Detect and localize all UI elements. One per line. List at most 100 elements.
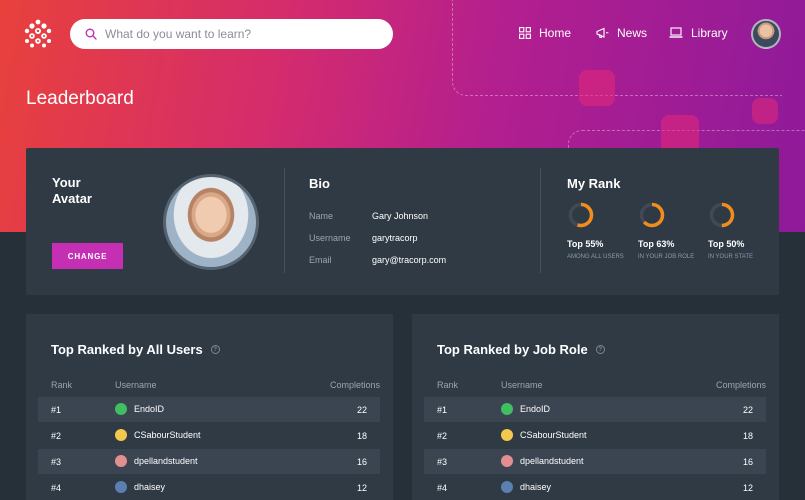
nav-news[interactable]: News [596, 26, 647, 40]
user-avatar-icon [115, 455, 127, 467]
row-username[interactable]: CSabourStudent [134, 430, 201, 440]
table-header: Rank Username Completions [437, 380, 766, 392]
bio-key: Username [309, 233, 351, 243]
board-title-text: Top Ranked by Job Role [437, 342, 588, 357]
rank-all-users: Top 55% AMONG ALL USERS [567, 202, 627, 261]
divider [540, 168, 541, 273]
user-avatar-icon [115, 429, 127, 441]
profile-avatar [163, 174, 259, 270]
divider [284, 168, 285, 273]
table-row[interactable]: #2 CSabourStudent 18 [424, 423, 766, 448]
search-bar[interactable] [70, 19, 393, 49]
header-completions: Completions [715, 380, 766, 390]
table-row[interactable]: #4 dhaisey 12 [38, 475, 380, 500]
search-icon [85, 28, 97, 40]
row-completions: 12 [356, 483, 367, 493]
rank-ring [709, 202, 735, 228]
ring-progress [709, 202, 735, 228]
row-username[interactable]: EndoID [134, 404, 165, 414]
row-completions: 16 [742, 457, 753, 467]
board-title: Top Ranked by Job Role ? [437, 342, 605, 357]
row-user: dhaisey [115, 481, 165, 493]
ring-progress [639, 202, 665, 228]
row-rank: #4 [51, 483, 62, 493]
ring-progress [568, 202, 594, 228]
rank-job-role: Top 63% IN YOUR JOB ROLE [638, 202, 698, 261]
table-row[interactable]: #4 dhaisey 12 [424, 475, 766, 500]
row-username[interactable]: dhaisey [520, 482, 552, 492]
table-row[interactable]: #3 dpellandstudent 16 [424, 449, 766, 474]
user-avatar-icon [501, 455, 513, 467]
rank-percent: Top 63% [638, 239, 675, 249]
bio-name-row: Name Gary Johnson [309, 211, 428, 221]
user-avatar-icon [115, 481, 127, 493]
bio-key: Name [309, 211, 334, 221]
nav-news-label: News [617, 26, 648, 40]
user-avatar-icon [115, 403, 127, 415]
help-icon[interactable]: ? [210, 345, 220, 354]
row-completions: 22 [742, 405, 753, 415]
decorative-square [661, 115, 699, 153]
header-rank: Rank [437, 380, 459, 390]
row-rank: #3 [51, 457, 62, 467]
help-icon[interactable]: ? [595, 345, 605, 354]
row-completions: 18 [742, 431, 753, 441]
row-completions: 22 [356, 405, 367, 415]
logo-icon[interactable] [24, 18, 52, 50]
row-user: EndoID [115, 403, 164, 415]
decorative-line [452, 0, 782, 96]
nav-home-label: Home [539, 26, 572, 40]
nav-library[interactable]: Library [669, 26, 728, 40]
row-completions: 12 [742, 483, 753, 493]
decorative-square [579, 70, 615, 106]
table-row[interactable]: #2 CSabourStudent 18 [38, 423, 380, 448]
rank-ring [639, 202, 665, 228]
header-rank: Rank [51, 380, 73, 390]
table-row[interactable]: #3 dpellandstudent 16 [38, 449, 380, 474]
bio-value: garytracorp [372, 233, 418, 243]
row-completions: 16 [356, 457, 367, 467]
row-user: dpellandstudent [115, 455, 198, 467]
row-username[interactable]: dpellandstudent [134, 456, 198, 466]
rank-title: My Rank [567, 176, 621, 191]
row-completions: 18 [356, 431, 367, 441]
rank-percent: Top 50% [708, 239, 745, 249]
grid-icon [519, 27, 531, 39]
user-avatar[interactable] [751, 19, 781, 49]
row-username[interactable]: dhaisey [134, 482, 166, 492]
megaphone-icon [596, 27, 609, 38]
avatar-heading: Your Avatar [52, 175, 92, 206]
table-row[interactable]: #1 EndoID 22 [38, 397, 380, 422]
search-input[interactable] [105, 27, 375, 41]
rank-percent: Top 55% [567, 239, 604, 249]
nav-home[interactable]: Home [519, 26, 571, 40]
table-row[interactable]: #1 EndoID 22 [424, 397, 766, 422]
bio-username-row: Username garytracorp [309, 233, 418, 243]
row-user: dpellandstudent [501, 455, 584, 467]
page-title: Leaderboard [26, 88, 134, 109]
row-username[interactable]: CSabourStudent [520, 430, 587, 440]
leaderboard-job-role: Top Ranked by Job Role ? Rank Username C… [412, 314, 779, 500]
board-title-text: Top Ranked by All Users [51, 342, 203, 357]
row-user: CSabourStudent [501, 429, 587, 441]
rank-caption: AMONG ALL USERS [567, 254, 624, 260]
board-title: Top Ranked by All Users ? [51, 342, 220, 357]
row-rank: #4 [437, 483, 448, 493]
row-user: dhaisey [501, 481, 551, 493]
leaderboard-all-users: Top Ranked by All Users ? Rank Username … [26, 314, 393, 500]
bio-title: Bio [309, 176, 330, 191]
user-avatar-icon [501, 481, 513, 493]
profile-card: Your Avatar CHANGE Bio Name Gary Johnson… [26, 148, 779, 295]
change-avatar-button[interactable]: CHANGE [52, 243, 123, 269]
laptop-icon [669, 27, 683, 38]
table-header: Rank Username Completions [51, 380, 380, 392]
rank-ring [568, 202, 594, 228]
header-username: Username [115, 380, 157, 390]
rank-caption: IN YOUR STATE [708, 254, 754, 260]
row-username[interactable]: dpellandstudent [520, 456, 584, 466]
user-avatar-icon [501, 403, 513, 415]
rank-caption: IN YOUR JOB ROLE [638, 254, 695, 260]
bio-key: Email [309, 255, 332, 265]
row-username[interactable]: EndoID [520, 404, 551, 414]
row-rank: #2 [437, 431, 448, 441]
